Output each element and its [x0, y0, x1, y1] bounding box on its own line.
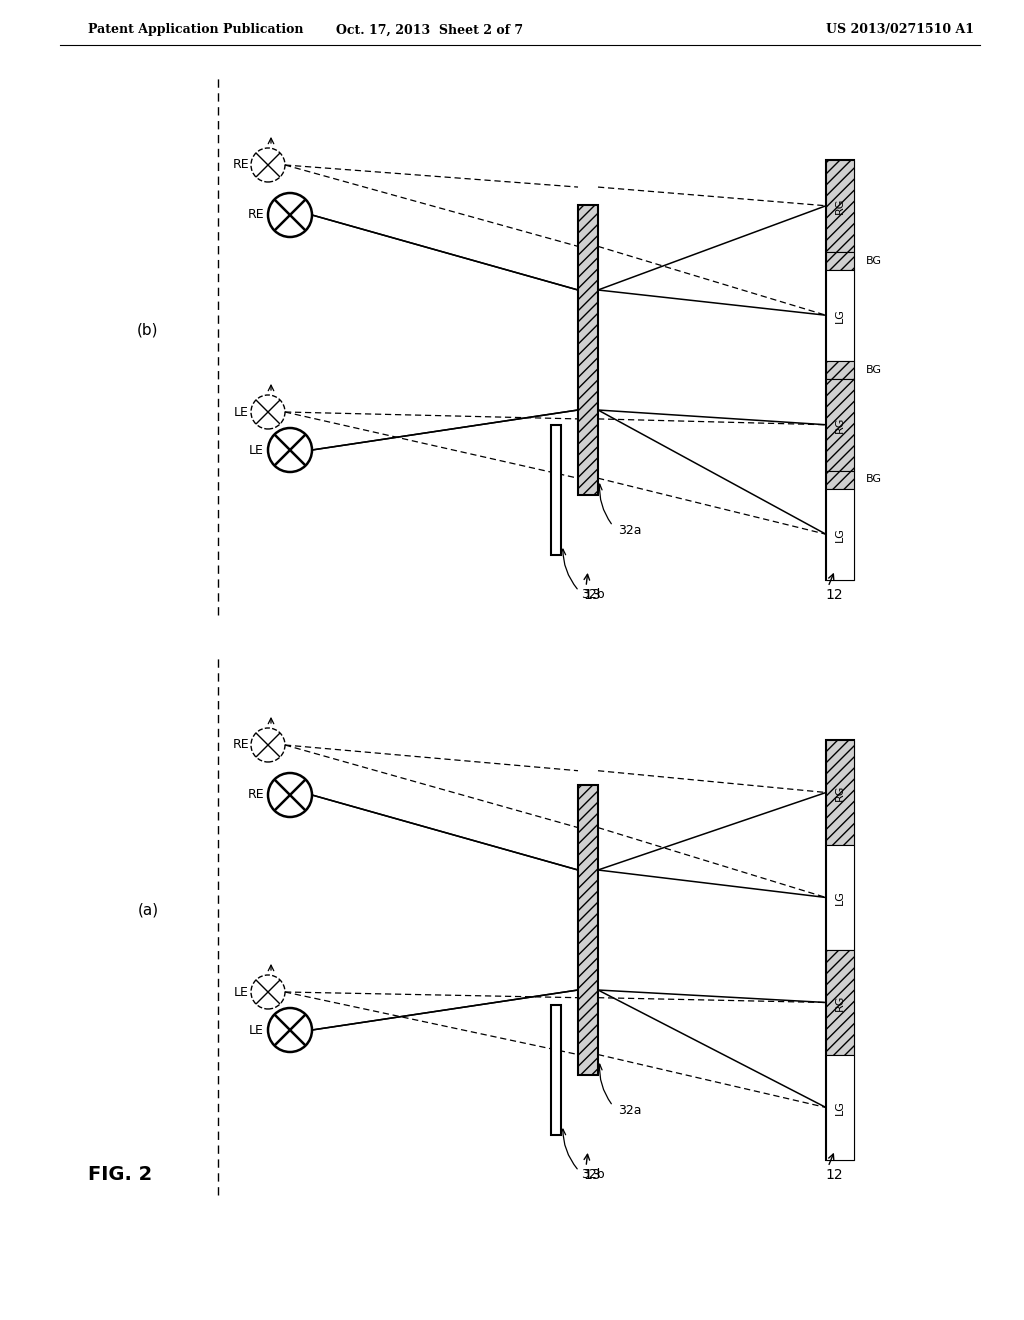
Bar	[826, 160, 854, 579]
Text: RE: RE	[232, 158, 249, 172]
Text: RG: RG	[835, 784, 845, 801]
Text: US 2013/0271510 A1: US 2013/0271510 A1	[826, 24, 974, 37]
Text: LG: LG	[835, 890, 845, 906]
Text: 13: 13	[583, 1168, 601, 1181]
Bar	[826, 741, 854, 1160]
Text: BG: BG	[866, 474, 882, 484]
Text: LE: LE	[234, 405, 249, 418]
Bar	[551, 425, 561, 554]
Text: BG: BG	[866, 256, 882, 265]
Bar	[826, 379, 854, 470]
Bar	[826, 488, 854, 579]
Text: LE: LE	[234, 986, 249, 998]
Bar	[826, 1055, 854, 1160]
Text: Oct. 17, 2013  Sheet 2 of 7: Oct. 17, 2013 Sheet 2 of 7	[337, 24, 523, 37]
Text: 12: 12	[825, 1168, 843, 1181]
Text: RE: RE	[232, 738, 249, 751]
Text: RG: RG	[835, 994, 845, 1011]
Text: RE: RE	[248, 209, 264, 222]
Bar	[578, 785, 598, 1074]
Text: LE: LE	[249, 444, 264, 457]
Bar	[826, 269, 854, 360]
Bar	[578, 205, 598, 495]
Bar	[826, 160, 854, 252]
Text: 32a: 32a	[618, 1104, 641, 1117]
Bar	[826, 845, 854, 950]
Text: (b): (b)	[137, 322, 159, 338]
Text: LG: LG	[835, 1100, 845, 1115]
Text: RE: RE	[248, 788, 264, 801]
Bar	[826, 470, 854, 488]
Bar	[551, 1005, 561, 1135]
Bar	[826, 252, 854, 269]
Bar	[826, 741, 854, 845]
Text: BG: BG	[866, 366, 882, 375]
Text: RG: RG	[835, 417, 845, 433]
Text: LE: LE	[249, 1023, 264, 1036]
Text: 32b: 32b	[581, 1168, 604, 1181]
Text: FIG. 2: FIG. 2	[88, 1166, 153, 1184]
Bar	[826, 950, 854, 1055]
Text: RG: RG	[835, 198, 845, 214]
Text: (a): (a)	[137, 903, 159, 917]
Text: LG: LG	[835, 308, 845, 322]
Text: 32b: 32b	[581, 589, 604, 602]
Text: 32a: 32a	[618, 524, 641, 536]
Bar	[826, 360, 854, 379]
Text: Patent Application Publication: Patent Application Publication	[88, 24, 303, 37]
Text: 12: 12	[825, 587, 843, 602]
Text: 13: 13	[583, 587, 601, 602]
Text: LG: LG	[835, 527, 845, 541]
